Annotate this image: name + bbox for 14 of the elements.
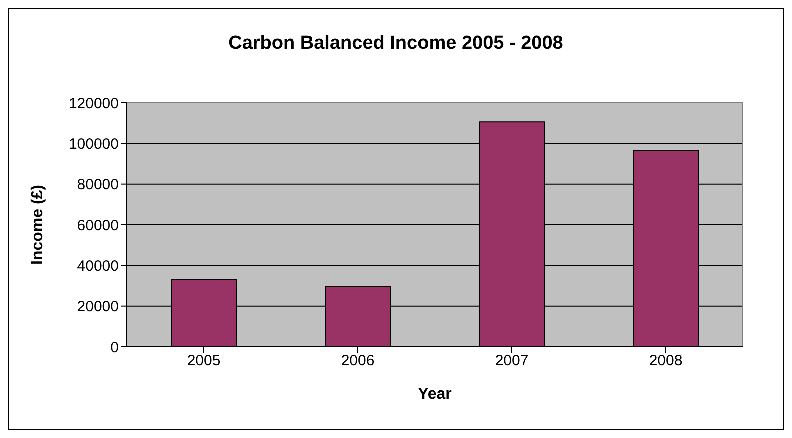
y-axis-title: Income (£) — [30, 184, 47, 266]
x-tick-label: 2008 — [649, 352, 683, 370]
y-tick-label: 40000 — [77, 258, 119, 275]
y-tick-label: 0 — [110, 339, 119, 356]
y-tick-label: 80000 — [77, 176, 119, 194]
y-tick-label: 20000 — [77, 298, 119, 316]
x-axis-title: Year — [418, 386, 452, 403]
x-tick-label: 2007 — [495, 352, 529, 370]
y-tick-label: 60000 — [77, 217, 119, 234]
x-tick-label: 2005 — [187, 352, 221, 370]
chart-title: Carbon Balanced Income 2005 - 2008 — [228, 33, 564, 55]
x-tick-label: 2006 — [341, 352, 375, 370]
y-tick-label: 120000 — [68, 95, 119, 112]
y-tick-label: 100000 — [68, 136, 119, 153]
